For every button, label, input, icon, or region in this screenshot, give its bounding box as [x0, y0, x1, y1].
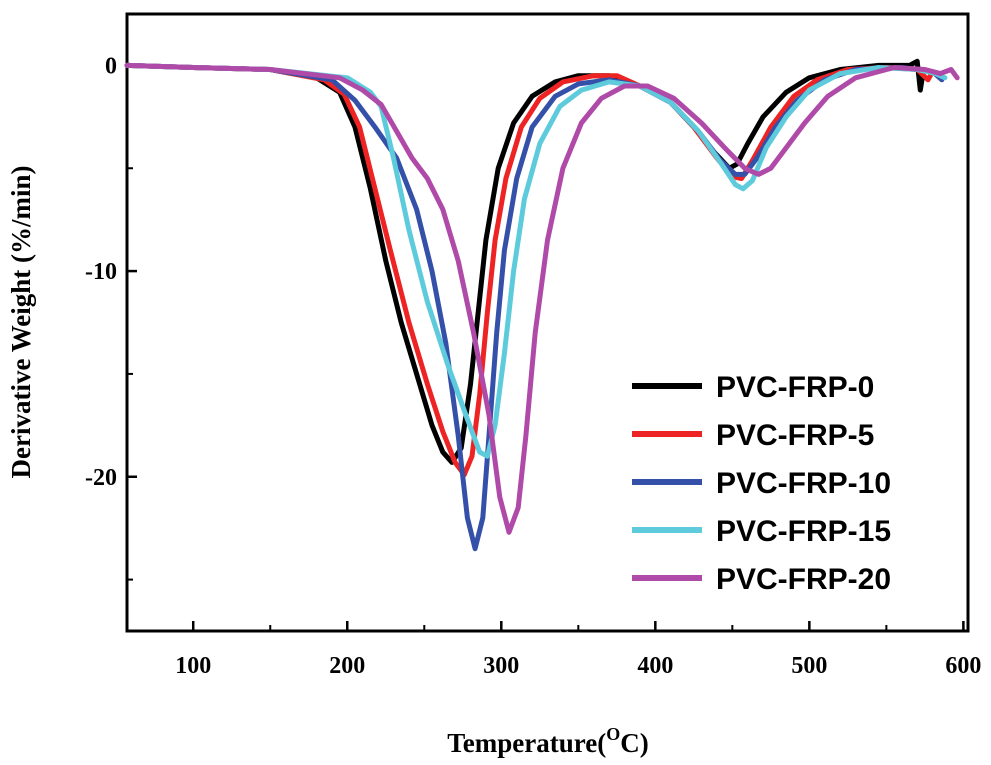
- plot-frame: [125, 12, 970, 633]
- x-tick-label: 200: [329, 653, 365, 679]
- x-axis-title-suffix: C): [620, 728, 649, 758]
- legend-label: PVC-FRP-15: [716, 515, 891, 548]
- series-line-4: [124, 62, 960, 535]
- legend-label: PVC-FRP-20: [716, 563, 891, 596]
- legend-label: PVC-FRP-0: [716, 371, 874, 404]
- legend: PVC-FRP-0 PVC-FRP-5 PVC-FRP-10 PVC-FRP-15 PV…: [632, 371, 891, 596]
- x-tick-label: 400: [637, 653, 673, 679]
- y-tick-label: -10: [85, 259, 117, 285]
- tick-layer: 100 200 300 400 500 600 0 -10 -20: [85, 53, 981, 679]
- plot-border: [125, 12, 970, 633]
- x-axis-title-main: Temperature(: [447, 728, 606, 758]
- x-tick-label: 600: [945, 653, 981, 679]
- x-axis-title-superscript: O: [606, 724, 620, 744]
- series-layer: [124, 58, 960, 552]
- y-axis-title: Derivative Weight (%/min): [6, 166, 36, 479]
- series-line-3: [124, 62, 948, 459]
- y-tick-label: 0: [105, 53, 117, 79]
- x-tick-label: 500: [791, 653, 827, 679]
- x-tick-label: 100: [175, 653, 211, 679]
- series-line-0: [124, 58, 926, 465]
- legend-label: PVC-FRP-5: [716, 419, 874, 452]
- series-line-1: [124, 62, 936, 478]
- legend-label: PVC-FRP-10: [716, 467, 891, 500]
- y-tick-label: -20: [85, 465, 117, 491]
- x-axis-title: Temperature(OC): [447, 724, 648, 758]
- x-tick-label: 300: [483, 653, 519, 679]
